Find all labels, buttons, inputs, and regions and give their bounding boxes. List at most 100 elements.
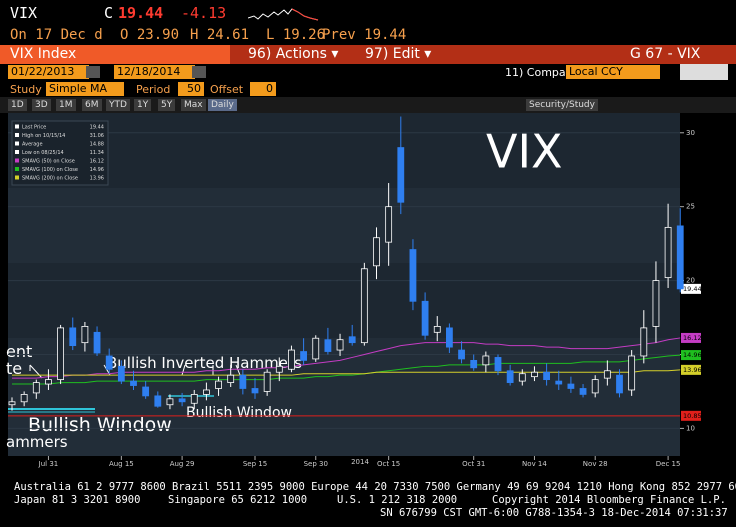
- legend-box: [11, 120, 109, 186]
- legend-value: 14.96: [90, 167, 104, 173]
- candle-body: [275, 365, 283, 373]
- end-date[interactable]: 12/18/2014: [114, 65, 195, 79]
- candle-body: [421, 300, 429, 336]
- range-bar: 1D 3D 1M 6M YTD 1Y 5Y Max Daily Security…: [0, 97, 736, 113]
- candle-body: [543, 371, 550, 381]
- candle-body: [215, 380, 222, 389]
- security[interactable]: VIX Index: [0, 45, 230, 64]
- candle-body: [579, 388, 587, 395]
- plot-band: [8, 188, 680, 263]
- legend-label: Last Price: [22, 125, 46, 131]
- x-tick-label: Oct 31: [462, 460, 485, 468]
- compare[interactable]: 11) Compare: [505, 66, 577, 79]
- legend-swatch: [15, 133, 19, 137]
- candle-body: [373, 237, 380, 267]
- legend-value: 11.34: [90, 150, 104, 156]
- x-tick-label: Jul 31: [38, 460, 59, 468]
- price-tag: [681, 332, 701, 343]
- x-tick-label: Sep 30: [304, 460, 328, 468]
- candle-body: [664, 226, 672, 279]
- candle-body: [300, 351, 308, 361]
- back-button[interactable]: [680, 64, 728, 80]
- price-tag-label: 10.85: [683, 412, 702, 420]
- legend-label: High on 10/15/14: [22, 133, 65, 139]
- range-button[interactable]: Max: [181, 99, 206, 111]
- actions-menu[interactable]: 96) Actions ▾: [248, 46, 339, 62]
- edit-menu[interactable]: 97) Edit ▾: [365, 46, 432, 62]
- x-tick-label: Nov 28: [583, 460, 608, 468]
- close: 19.44: [118, 4, 164, 22]
- date: On 17 Dec d: [10, 27, 103, 43]
- price-tag-label: 19.44: [683, 285, 702, 293]
- annotation-arrow: [103, 364, 241, 376]
- period-label: Period: [136, 83, 171, 96]
- title-bar: VIX Index 96) Actions ▾ 97) Edit ▾ G 67 …: [0, 45, 736, 64]
- annotation: Bullish Window: [28, 414, 172, 436]
- range-button[interactable]: 6M: [82, 99, 102, 111]
- candle-body: [385, 206, 393, 243]
- offset[interactable]: 0: [250, 82, 276, 96]
- prev: Prev 19.44: [322, 27, 407, 43]
- candle-body: [105, 355, 113, 370]
- range-button[interactable]: 1M: [56, 99, 76, 111]
- range-button[interactable]: 5Y: [158, 99, 176, 111]
- candle-body: [324, 339, 332, 352]
- security-study[interactable]: Security/Study: [526, 99, 598, 111]
- calendar-icon[interactable]: [86, 66, 100, 78]
- candle-body: [555, 380, 563, 385]
- calendar-icon[interactable]: [192, 66, 206, 78]
- candle-body: [93, 331, 101, 354]
- legend: Last Price 19.44 High on 10/15/14 31.06 Aver…: [11, 120, 109, 186]
- legend-swatch: [15, 175, 19, 180]
- candle-body: [628, 355, 636, 391]
- range-button[interactable]: 1Y: [134, 99, 152, 111]
- legend-value: 19.44: [90, 125, 104, 131]
- page-id: G 67 - VIX: [630, 46, 701, 62]
- study-label: Study: [10, 83, 42, 96]
- sparkline: [248, 8, 319, 21]
- price-tag: [681, 350, 701, 361]
- price-tag: [681, 283, 701, 294]
- study-bar: Study Simple MA Period 50 Offset 0: [0, 81, 736, 97]
- candle-body: [178, 398, 186, 403]
- candle-body: [288, 349, 295, 370]
- legend-label: Average: [22, 142, 43, 148]
- y-tick-label: 20: [686, 277, 695, 285]
- candle-body: [312, 337, 320, 360]
- candle-body: [117, 365, 125, 382]
- ticker: VIX: [10, 4, 38, 22]
- x-tick-label: Nov 14: [522, 460, 547, 468]
- candle-body: [506, 370, 514, 383]
- low: L 19.26: [266, 27, 326, 43]
- candle-body: [239, 374, 247, 389]
- candle-body: [360, 268, 368, 344]
- chart-title: VIX: [486, 125, 563, 179]
- study[interactable]: Simple MA: [46, 82, 124, 96]
- candle-body: [397, 147, 405, 203]
- candle-body: [348, 336, 356, 344]
- price-tag-label: 14.96: [683, 351, 702, 359]
- range-button[interactable]: 3D: [32, 99, 51, 111]
- candle-body: [518, 373, 526, 382]
- footer-copyright: Copyright 2014 Bloomberg Finance L.P.: [492, 494, 726, 506]
- frequency[interactable]: Daily: [208, 99, 237, 111]
- legend-label: SMAVG (200) on Close: [22, 176, 78, 182]
- range-button[interactable]: 1D: [8, 99, 27, 111]
- candle-body: [470, 360, 478, 369]
- candle-body: [202, 389, 210, 395]
- footer-us: U.S. 1 212 318 2000: [337, 494, 458, 506]
- legend-swatch: [15, 124, 19, 129]
- legend-swatch: [15, 167, 19, 171]
- candle-body: [263, 371, 271, 392]
- annotation: te: [6, 359, 22, 378]
- footer-singapore: Singapore 65 6212 1000: [168, 494, 308, 506]
- range-button[interactable]: YTD: [106, 99, 130, 111]
- candle-body: [676, 225, 684, 290]
- period[interactable]: 50: [178, 82, 204, 96]
- currency[interactable]: Local CCY: [566, 65, 660, 79]
- legend-value: 31.06: [90, 133, 104, 139]
- legend-label: Low on 08/25/14: [22, 150, 64, 156]
- start-date[interactable]: 01/22/2013: [8, 65, 89, 79]
- candle-body: [603, 370, 611, 379]
- x-tick-label: Aug 15: [109, 460, 134, 468]
